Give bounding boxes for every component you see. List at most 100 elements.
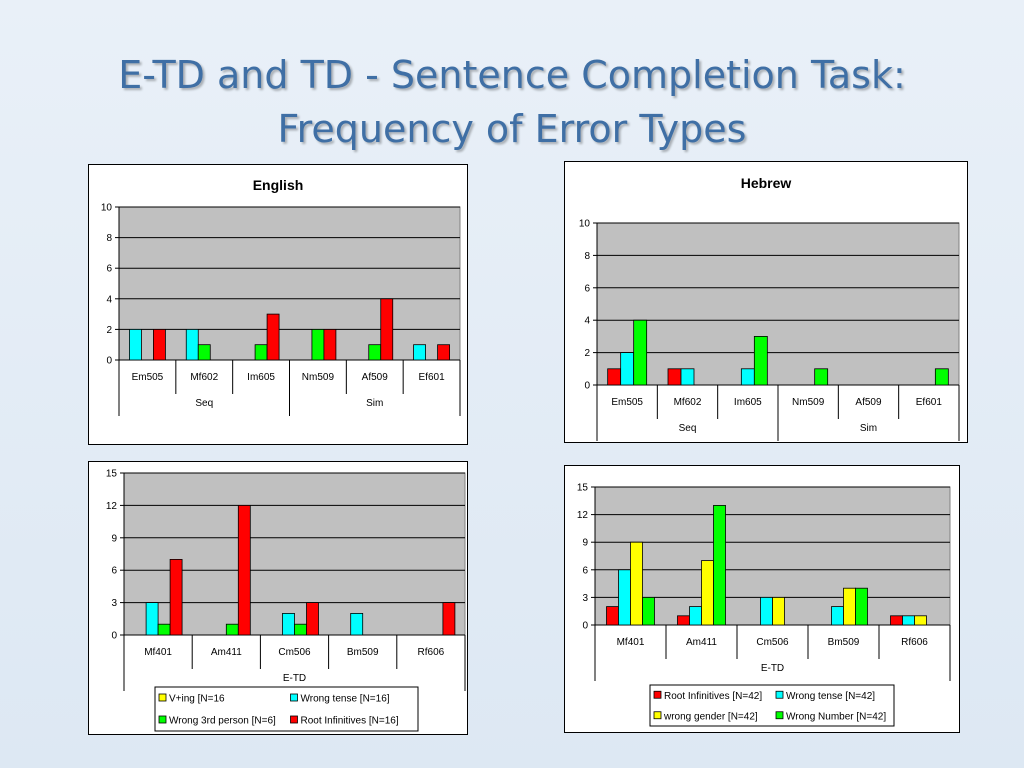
x-category-label: Bm509 xyxy=(828,637,860,648)
legend-label: Wrong tense [N=16] xyxy=(301,694,390,705)
legend-swatch-red xyxy=(653,690,662,699)
x-group-label: Sim xyxy=(860,423,877,434)
y-tick-label: 15 xyxy=(577,483,589,494)
etd-hebrew-chart-panel: 0 3 6 9 12 15 Mf401 Am411 Cm506 Bm509 Rf606 E-TD Roo… xyxy=(564,465,960,733)
x-category-label: Im605 xyxy=(734,397,762,408)
bar-green xyxy=(633,319,648,386)
bar-red xyxy=(606,606,619,626)
bar-green xyxy=(855,587,868,626)
english-chart-panel: English 0 2 4 6 8 10 Em505 Mf602 Im605 Nm509 Af509 E… xyxy=(88,164,468,445)
legend-label: Root Infinitives [N=16] xyxy=(301,716,399,727)
y-tick-label: 8 xyxy=(106,233,112,244)
bar-cyan xyxy=(740,368,755,386)
etd-hebrew-chart: 0 3 6 9 12 15 Mf401 Am411 Cm506 Bm509 Rf606 E-TD Roo… xyxy=(577,483,951,727)
y-tick-label: 4 xyxy=(106,294,112,305)
x-category-label: Bm509 xyxy=(347,647,379,658)
chart-title: Hebrew xyxy=(741,175,792,191)
x-category-label: Rf606 xyxy=(901,637,928,648)
legend-swatch-green xyxy=(158,715,167,724)
bar-cyan xyxy=(620,352,635,386)
x-category-label: Ef601 xyxy=(419,372,446,383)
hebrew-chart: Hebrew 0 2 4 6 8 10 Em505 Mf602 Im605 Nm509 Af509 Ef… xyxy=(579,175,960,441)
y-tick-label: 15 xyxy=(106,469,118,480)
bar-green xyxy=(311,328,325,361)
bar-green xyxy=(814,368,829,386)
bar-green xyxy=(225,623,239,636)
bar-cyan xyxy=(185,328,199,361)
bar-red xyxy=(169,559,183,636)
y-tick-label: 2 xyxy=(106,325,112,336)
y-tick-label: 12 xyxy=(106,501,118,512)
y-tick-label: 2 xyxy=(584,348,590,359)
x-category-label: Mf602 xyxy=(190,372,218,383)
y-tick-label: 9 xyxy=(582,538,588,549)
y-tick-label: 0 xyxy=(582,621,588,632)
bar-red xyxy=(677,615,690,626)
legend-label: wrong gender [N=42] xyxy=(663,711,758,722)
x-category-label: Ef601 xyxy=(916,397,943,408)
y-tick-label: 3 xyxy=(111,598,117,609)
bar-green xyxy=(254,344,268,361)
y-tick-label: 0 xyxy=(111,631,117,642)
y-tick-label: 10 xyxy=(101,203,113,214)
bar-red xyxy=(442,602,456,636)
x-category-label: Am411 xyxy=(686,637,717,648)
x-group-label: Sim xyxy=(366,398,383,409)
bar-red xyxy=(266,313,280,361)
bar-cyan xyxy=(902,615,915,626)
x-category-label: Rf606 xyxy=(418,647,445,658)
x-category-label: Mf401 xyxy=(617,637,645,648)
y-tick-label: 8 xyxy=(584,251,590,262)
plot-area xyxy=(596,222,960,386)
english-chart: English 0 2 4 6 8 10 Em505 Mf602 Im605 Nm509 Af509 E… xyxy=(101,177,461,416)
y-tick-label: 10 xyxy=(579,219,591,230)
bar-cyan xyxy=(413,344,426,361)
bar-green xyxy=(368,344,382,361)
legend-label: Wrong Number [N=42] xyxy=(786,711,886,722)
legend-box xyxy=(649,684,895,727)
x-category-label: Af509 xyxy=(362,372,389,383)
legend-swatch-yellow xyxy=(158,693,167,702)
bar-cyan xyxy=(145,602,159,636)
bar-red xyxy=(306,602,319,636)
legend-label: V+ing [N=16 xyxy=(169,694,225,705)
y-tick-label: 6 xyxy=(106,264,112,275)
chart-title: English xyxy=(253,177,304,193)
y-tick-label: 0 xyxy=(106,356,112,367)
legend-label: Wrong 3rd person [N=6] xyxy=(169,716,276,727)
x-category-label: Nm509 xyxy=(792,397,825,408)
bar-red xyxy=(890,615,903,626)
bar-red xyxy=(237,505,251,636)
bar-green xyxy=(753,335,768,386)
slide-title: E-TD and TD - Sentence Completion Task: … xyxy=(0,48,1024,156)
bar-green xyxy=(294,623,307,636)
bar-green xyxy=(642,596,655,626)
x-category-label: Im605 xyxy=(247,372,275,383)
bar-red xyxy=(667,368,682,386)
legend-swatch-yellow xyxy=(653,711,662,720)
bar-cyan xyxy=(689,606,702,626)
bar-cyan xyxy=(350,612,364,636)
bar-cyan xyxy=(760,596,773,626)
x-category-label: Am411 xyxy=(211,647,242,658)
x-category-label: Cm506 xyxy=(756,637,789,648)
bar-yellow xyxy=(772,596,785,626)
y-tick-label: 12 xyxy=(577,510,589,521)
y-tick-label: 4 xyxy=(584,316,590,327)
bar-red xyxy=(380,298,394,361)
x-category-label: Nm509 xyxy=(302,372,335,383)
legend-swatch-red xyxy=(290,715,298,724)
x-group-label: E-TD xyxy=(283,673,306,684)
bar-green xyxy=(197,344,211,361)
bar-green xyxy=(934,368,949,386)
y-tick-label: 0 xyxy=(584,381,590,392)
legend-swatch-green xyxy=(775,711,784,720)
y-tick-label: 3 xyxy=(582,593,588,604)
x-category-label: Em505 xyxy=(132,372,164,383)
legend-box xyxy=(154,686,419,732)
bar-red xyxy=(323,328,337,361)
x-group-label: Seq xyxy=(195,398,213,409)
legend-label: Wrong tense [N=42] xyxy=(786,691,875,702)
x-category-label: Em505 xyxy=(611,397,643,408)
y-tick-label: 6 xyxy=(584,283,590,294)
